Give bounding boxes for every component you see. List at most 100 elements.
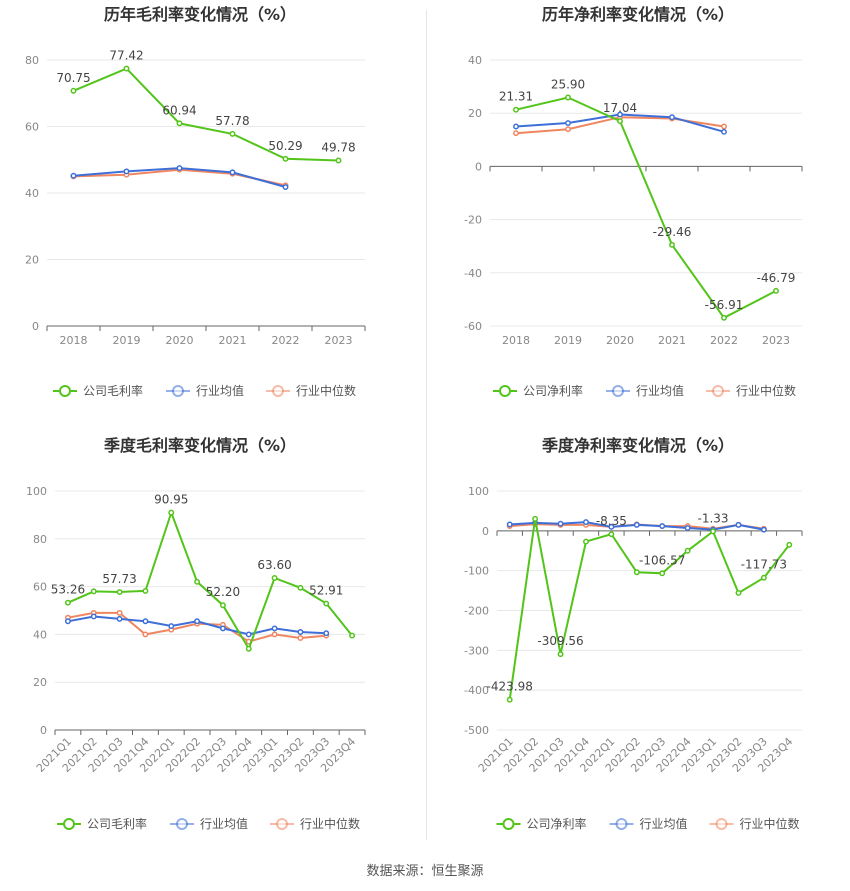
data-point-company (684, 547, 691, 554)
data-point-median (565, 126, 571, 133)
data-point-company (669, 241, 675, 248)
y-tick-label: -20 (464, 214, 482, 227)
data-point-avg (617, 111, 623, 118)
data-label: 52.91 (309, 584, 343, 598)
chart-2: 历年净利率变化情况（%） -60 -40 -20 0 20 40 2018 2019 2020 20… (464, 5, 803, 398)
y-tick-label: -400 (464, 684, 489, 697)
data-point-avg (123, 168, 130, 175)
data-label: 17.04 (603, 101, 637, 115)
legend-item-company[interactable]: 公司净利率 (493, 383, 583, 398)
legend-item-median[interactable]: 行业中位数 (709, 816, 800, 831)
data-point-company (282, 155, 289, 162)
data-label: 21.31 (499, 90, 533, 104)
data-point-avg (168, 623, 175, 629)
data-label: 60.94 (162, 103, 196, 117)
y-tick-label: 40 (33, 628, 47, 641)
data-label: 70.75 (56, 71, 90, 85)
legend-item-avg[interactable]: 行业均值 (609, 816, 688, 831)
series-line-company (67, 509, 353, 652)
y-tick-label: 40 (25, 187, 39, 200)
data-point-company (90, 588, 97, 595)
data-label: -1.33 (698, 511, 729, 525)
x-tick-label: 2021 (219, 334, 247, 347)
data-point-company (760, 574, 767, 581)
legend-label: 行业中位数 (296, 383, 356, 398)
legend-marker (63, 818, 75, 830)
legend-marker (712, 385, 724, 397)
legend-item-avg[interactable]: 行业均值 (606, 383, 684, 398)
legend-marker (172, 385, 184, 397)
data-point-company (142, 587, 149, 594)
legend-marker (276, 818, 288, 830)
legend-marker (499, 385, 511, 397)
data-point-avg (735, 521, 742, 528)
y-tick-label: 60 (25, 121, 39, 134)
legend-label: 行业均值 (636, 383, 684, 398)
data-point-company (176, 120, 183, 127)
x-tick-label: 2022 (272, 334, 300, 347)
legend-item-avg[interactable]: 行业均值 (170, 816, 248, 831)
data-label: -423.98 (487, 680, 533, 694)
data-point-company (64, 599, 71, 606)
y-tick-label: 0 (40, 724, 47, 737)
data-point-avg (565, 120, 571, 126)
legend-label: 行业均值 (196, 383, 244, 398)
y-tick-label: -60 (464, 320, 482, 333)
data-point-company (168, 509, 175, 516)
legend-marker (502, 818, 515, 830)
data-point-avg (608, 523, 615, 530)
data-source: 数据来源：恒生聚源 (366, 864, 484, 879)
y-tick-label: -100 (464, 565, 489, 578)
x-tick-label: 2021 (658, 334, 686, 347)
x-tick-label: 2018 (502, 334, 530, 347)
legend-label: 行业中位数 (300, 816, 360, 831)
series-line-company (515, 96, 777, 320)
data-point-avg (194, 618, 201, 625)
chart-3: 季度毛利率变化情况（%）0204060801002021Q12021Q22021… (26, 436, 366, 831)
legend-label: 行业中位数 (740, 816, 800, 831)
x-tick-label: 2022 (710, 334, 738, 347)
y-tick-label: 80 (25, 54, 39, 67)
legend-item-median[interactable]: 行业中位数 (706, 383, 796, 398)
legend-marker (715, 818, 728, 830)
data-point-company (608, 531, 615, 538)
legend-item-avg[interactable]: 行业均值 (166, 383, 244, 398)
data-point-company (229, 130, 236, 137)
data-point-avg (116, 615, 123, 622)
y-tick-label: 0 (475, 160, 482, 173)
data-point-avg (659, 523, 666, 530)
x-tick-label: 2023 (325, 334, 353, 347)
data-point-company (710, 528, 716, 535)
data-point-avg (513, 123, 519, 130)
legend-label: 行业均值 (200, 816, 248, 831)
data-point-avg (684, 525, 691, 531)
legend-marker (615, 818, 628, 830)
legend-marker (176, 818, 188, 830)
y-tick-label: -300 (464, 644, 489, 657)
y-tick-label: 20 (33, 676, 47, 689)
legend-item-company[interactable]: 公司毛利率 (53, 383, 143, 398)
legend-item-company[interactable]: 公司毛利率 (57, 816, 147, 831)
legend-item-median[interactable]: 行业中位数 (270, 816, 360, 831)
series-line-company (73, 67, 339, 162)
data-point-company (271, 575, 278, 581)
data-point-avg (245, 631, 252, 638)
data-label: -309.56 (537, 634, 583, 648)
chart-title: 历年毛利率变化情况（%） (104, 5, 296, 24)
y-tick-label: -500 (464, 724, 489, 737)
y-tick-label: 80 (33, 533, 47, 546)
data-point-company (773, 287, 779, 294)
x-tick-label: 2018 (60, 334, 88, 347)
legend-label: 行业均值 (640, 816, 688, 831)
data-point-company (617, 118, 623, 125)
legend-marker (272, 385, 284, 397)
data-point-avg (229, 169, 236, 176)
legend-item-company[interactable]: 公司净利率 (496, 816, 587, 831)
data-point-company (786, 541, 793, 548)
legend-item-median[interactable]: 行业中位数 (266, 383, 356, 398)
data-point-avg (142, 618, 149, 625)
legend-label: 公司毛利率 (87, 816, 147, 831)
data-point-median (513, 130, 519, 137)
